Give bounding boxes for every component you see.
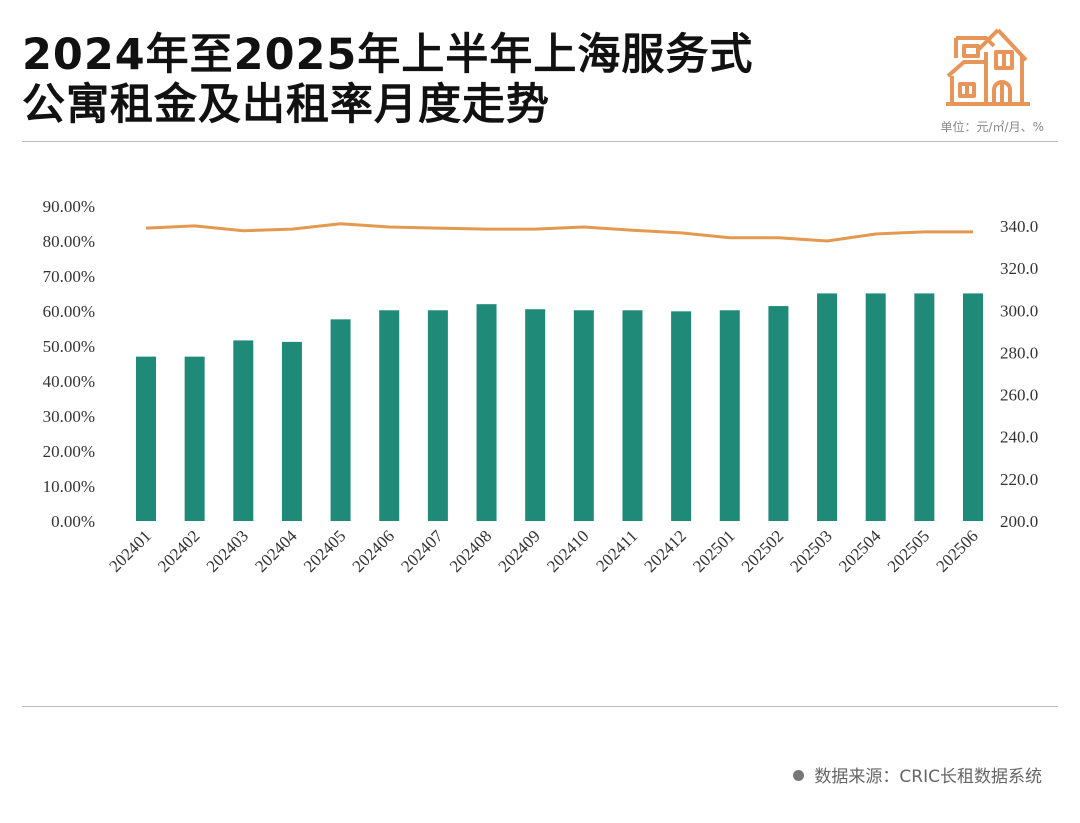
bar (476, 304, 497, 521)
x-tick-label: 202406 (349, 526, 398, 575)
right-tick-label: 220.0 (1000, 470, 1038, 489)
left-tick-label: 60.00% (43, 302, 95, 321)
left-tick-label: 50.00% (43, 337, 95, 356)
left-tick-label: 30.00% (43, 407, 95, 426)
bar (622, 310, 643, 521)
x-tick-label: 202408 (446, 526, 495, 575)
x-tick-label: 202412 (640, 526, 689, 575)
bar (914, 293, 935, 521)
x-tick-label: 202404 (251, 526, 301, 576)
right-tick-label: 320.0 (1000, 259, 1038, 278)
bullet-icon (793, 770, 805, 781)
bar (573, 310, 594, 521)
left-tick-label: 40.00% (43, 372, 95, 391)
bar (963, 293, 983, 521)
unit-label: 单位：元/㎡/月、% (940, 120, 1045, 134)
bottom-divider (22, 706, 1058, 707)
source-text: 数据来源：CRIC长租数据系统 (814, 767, 1042, 787)
bar (768, 306, 789, 521)
left-tick-label: 0.00% (51, 512, 95, 531)
bar (525, 309, 546, 521)
top-divider (22, 141, 1058, 142)
line-series (145, 222, 973, 243)
x-tick-label: 202505 (884, 526, 933, 575)
x-tick-label: 202411 (592, 526, 641, 575)
x-tick-label: 202402 (154, 526, 203, 575)
x-tick-label: 202405 (300, 526, 349, 575)
source-note: 数据来源：CRIC长租数据系统 (793, 762, 1042, 787)
x-tick-label: 202410 (543, 526, 592, 575)
x-tick-label: 202401 (105, 526, 154, 575)
x-tick-label: 202407 (397, 526, 447, 576)
bar (671, 311, 692, 521)
left-tick-label: 10.00% (43, 477, 95, 496)
bar (379, 310, 400, 521)
right-tick-label: 200.0 (1000, 512, 1038, 531)
x-tick-label: 202502 (738, 526, 787, 575)
left-tick-label: 90.00% (43, 197, 95, 216)
x-tick-label: 202506 (932, 526, 981, 575)
right-tick-label: 300.0 (1000, 301, 1038, 320)
x-tick-label: 202503 (786, 526, 835, 575)
title-line-2: 公寓租金及出租率月度走势 (22, 80, 550, 130)
right-tick-label: 240.0 (1000, 428, 1038, 447)
right-tick-label: 340.0 (1000, 217, 1038, 236)
right-tick-label: 260.0 (1000, 386, 1038, 405)
x-tick-label: 202501 (689, 526, 738, 575)
bar (817, 293, 838, 521)
bar (865, 293, 886, 521)
left-tick-label: 80.00% (43, 232, 95, 251)
bar (184, 356, 205, 521)
bar (281, 341, 302, 521)
chart-title: 2024年至2025年上半年上海服务式 公寓租金及出租率月度走势 (22, 30, 753, 130)
bar (719, 310, 740, 521)
title-line-1: 2024年至2025年上半年上海服务式 (22, 30, 754, 80)
bar (330, 319, 351, 521)
x-tick-label: 202504 (835, 526, 885, 576)
x-tick-label: 202409 (495, 526, 544, 575)
bar (136, 356, 156, 521)
right-tick-label: 280.0 (1000, 343, 1038, 362)
left-tick-label: 20.00% (43, 442, 95, 461)
house-icon (946, 28, 1030, 106)
left-tick-label: 70.00% (43, 267, 95, 286)
x-tick-label: 202403 (203, 526, 252, 575)
chart: 0.00% 10.00% 20.00% 30.00% 40.00% 50.00% 60.00… (43, 197, 1039, 576)
bar (233, 340, 254, 521)
bar (427, 310, 448, 521)
